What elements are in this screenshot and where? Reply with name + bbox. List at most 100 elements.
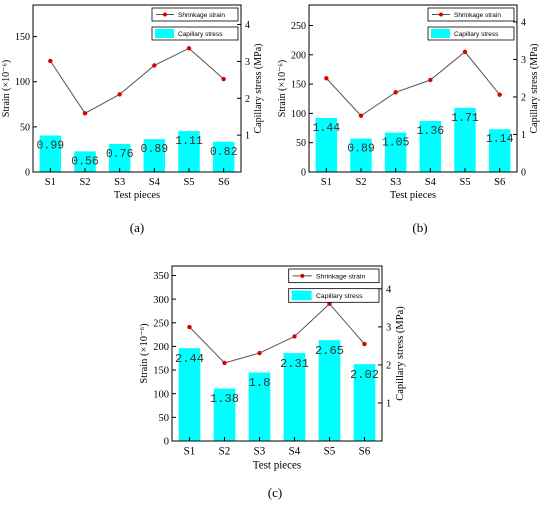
bar bbox=[318, 340, 341, 441]
x-tick-label: S2 bbox=[219, 446, 231, 458]
legend-bar-swatch bbox=[431, 29, 450, 38]
bar bbox=[143, 139, 166, 172]
y2-axis-title: Capillary stress (MPa) bbox=[395, 306, 406, 401]
x-axis-title: Test pieces bbox=[114, 190, 160, 201]
legend-box-line bbox=[151, 7, 239, 22]
bar bbox=[419, 120, 442, 172]
x-axis-title: Test pieces bbox=[253, 459, 301, 471]
y2-tick-label: 3 bbox=[386, 323, 391, 334]
x-tick-label: S6 bbox=[218, 177, 229, 188]
x-tick-label: S5 bbox=[324, 446, 336, 458]
line-point bbox=[292, 334, 297, 339]
chart-panel-3: 2.44 1.38 1.8 2.31 2.65 2.02 0 50 100 150 200 250 30… bbox=[139, 265, 406, 500]
bar bbox=[178, 348, 201, 441]
y2-tick-label: 4 bbox=[245, 20, 250, 31]
bar-value-label: 1.44 bbox=[313, 122, 341, 135]
line-point bbox=[327, 301, 332, 307]
chart-panel-2: 1.44 0.89 1.05 1.36 1.71 1.14 0 50 100 150 200 250 0… bbox=[277, 4, 540, 235]
bar-value-label: 1.38 bbox=[210, 392, 239, 406]
bar-value-label: 1.71 bbox=[451, 112, 479, 125]
line-point bbox=[82, 111, 88, 116]
x-tick-label: S3 bbox=[114, 177, 125, 188]
chart-panel-1: 0.99 0.56 0.76 0.89 1.11 0.82 0 50 100 150 1 2 3 4 S1 S… bbox=[1, 4, 264, 235]
line-point bbox=[48, 58, 53, 64]
bar bbox=[353, 364, 376, 441]
y-tick-label: 200 bbox=[153, 342, 169, 353]
y-tick-label: 300 bbox=[153, 295, 169, 306]
bar-value-label: 1.05 bbox=[382, 137, 410, 150]
plot-frame bbox=[171, 265, 383, 442]
bar bbox=[213, 388, 236, 441]
bar-value-label: 0.89 bbox=[141, 143, 169, 156]
y2-tick-label: 0 bbox=[521, 168, 526, 179]
bar-value-label: 1.11 bbox=[175, 135, 203, 148]
y2-tick-label: 2 bbox=[521, 92, 526, 103]
panel-label: (a) bbox=[130, 220, 144, 235]
bar-value-label: 1.36 bbox=[417, 125, 445, 138]
line-point bbox=[152, 63, 157, 68]
line-point bbox=[428, 77, 433, 83]
bar-value-label: 0.99 bbox=[37, 140, 65, 153]
line-point bbox=[187, 324, 192, 330]
bar-value-label: 0.76 bbox=[106, 148, 134, 161]
x-tick-label: S2 bbox=[355, 177, 366, 188]
line-point bbox=[222, 360, 227, 366]
legend-marker-swatch bbox=[439, 12, 443, 17]
y-axis-title: Strain (×10⁻⁶) bbox=[1, 60, 12, 117]
bar-value-label: 2.02 bbox=[350, 368, 379, 382]
plot-frame bbox=[308, 4, 518, 173]
y2-axis-title: Capillary stress (MPa) bbox=[529, 44, 540, 134]
x-tick-label: S5 bbox=[183, 177, 194, 188]
bar bbox=[350, 138, 372, 172]
x-tick-label: S4 bbox=[425, 177, 437, 188]
line-point bbox=[393, 90, 398, 95]
x-tick-label: S1 bbox=[184, 446, 196, 458]
line-point bbox=[358, 113, 364, 118]
panel-label: (c) bbox=[268, 485, 282, 500]
bar bbox=[212, 141, 235, 172]
y-axis-title: Strain (×10⁻⁶) bbox=[277, 60, 288, 117]
bar-value-label: 0.82 bbox=[210, 146, 238, 159]
legend-line-label: Shrinkage strain bbox=[454, 12, 501, 19]
line-point bbox=[186, 46, 192, 51]
y2-tick-label: 3 bbox=[245, 57, 250, 68]
bar bbox=[488, 129, 511, 172]
line-point bbox=[462, 49, 468, 55]
legend-box-line bbox=[288, 268, 380, 284]
bar bbox=[384, 132, 407, 172]
series-line bbox=[189, 303, 365, 364]
bar bbox=[283, 353, 306, 441]
x-tick-label: S6 bbox=[359, 446, 371, 458]
bar bbox=[315, 117, 338, 172]
bar bbox=[39, 135, 62, 172]
y-tick-label: 100 bbox=[153, 389, 169, 400]
bar bbox=[178, 131, 200, 172]
x-tick-label: S1 bbox=[321, 177, 332, 188]
y2-tick-label: 3 bbox=[521, 55, 526, 66]
legend-bar-label: Capillary stress bbox=[178, 31, 223, 38]
series-line bbox=[325, 51, 501, 117]
x-tick-label: S3 bbox=[254, 446, 266, 458]
x-tick-label: S5 bbox=[459, 177, 470, 188]
bar-value-label: 0.56 bbox=[71, 155, 99, 168]
y-tick-label: 100 bbox=[15, 77, 30, 88]
x-tick-label: S2 bbox=[79, 177, 90, 188]
legend-marker-swatch bbox=[300, 273, 305, 278]
bar-value-label: 0.89 bbox=[347, 143, 375, 156]
y2-tick-label: 4 bbox=[386, 285, 392, 296]
bar-value-label: 2.65 bbox=[315, 344, 344, 358]
y2-tick-label: 1 bbox=[521, 130, 526, 141]
bar-value-label: 1.14 bbox=[486, 133, 514, 146]
y2-tick-label: 2 bbox=[245, 94, 250, 105]
x-axis-title: Test pieces bbox=[390, 190, 436, 201]
legend-bar-label: Capillary stress bbox=[316, 293, 363, 300]
legend-marker-swatch bbox=[163, 12, 167, 17]
y2-tick-label: 1 bbox=[386, 399, 391, 410]
x-tick-label: S6 bbox=[494, 177, 505, 188]
x-tick-label: S4 bbox=[149, 177, 161, 188]
line-point bbox=[257, 350, 262, 356]
y-tick-label: 150 bbox=[153, 366, 169, 377]
legend-line-label: Shrinkage strain bbox=[316, 273, 365, 280]
bar-value-label: 2.31 bbox=[280, 357, 309, 371]
